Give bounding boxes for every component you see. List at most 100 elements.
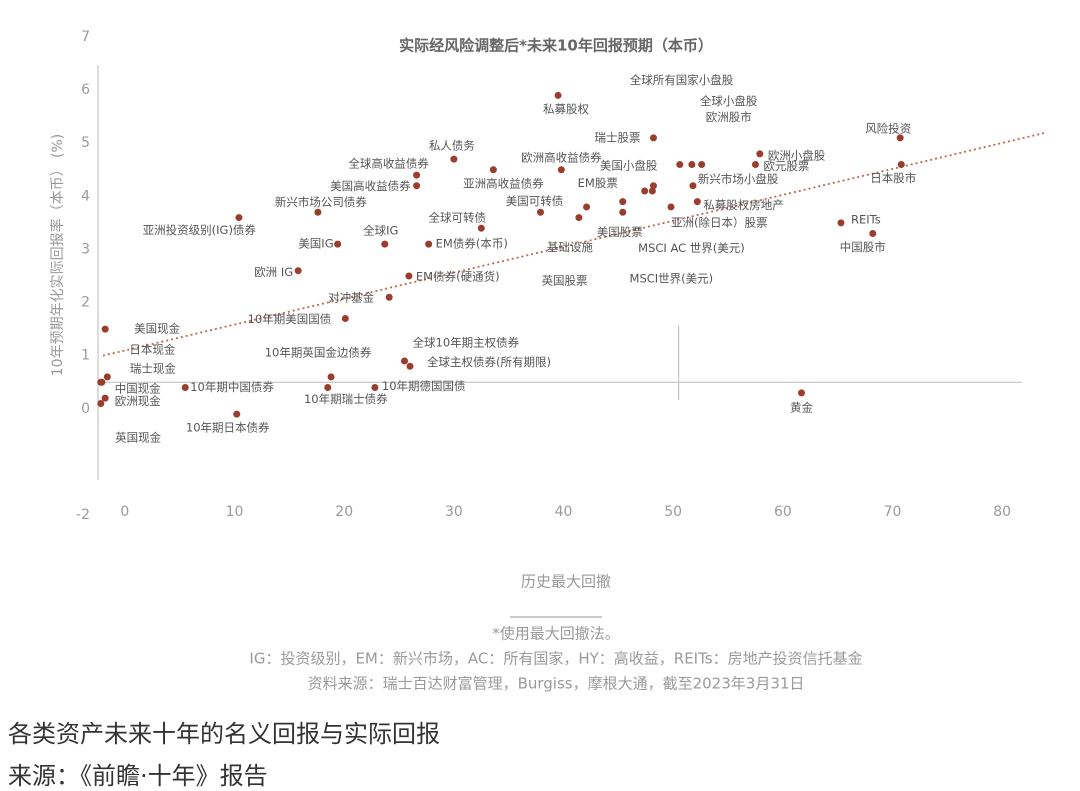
point-label: 美国可转债	[506, 194, 564, 208]
point	[101, 325, 109, 333]
point-label: 亚洲(除日本）股票	[671, 215, 768, 229]
point	[294, 267, 302, 275]
point-label: 全球所有国家小盘股	[630, 73, 734, 87]
point-label: 欧洲股市	[706, 110, 752, 124]
point-label: 欧洲 IG	[254, 265, 293, 279]
point	[557, 166, 565, 174]
point	[489, 166, 497, 174]
x-tick-label: 60	[774, 504, 792, 520]
x-tick-label: 80	[993, 504, 1011, 520]
point-label: MSCI世界(美元)	[630, 272, 714, 286]
point-label: 10年期中国债券	[190, 380, 274, 394]
point-label: 欧洲现金	[115, 394, 161, 408]
point	[698, 160, 706, 168]
point-label: 全球高收益债券	[348, 157, 429, 171]
note: IG：投资级别，EM：新兴市场，AC：所有国家，HY：高收益，REITs：房地产…	[249, 650, 862, 668]
point	[406, 362, 414, 370]
point	[371, 384, 379, 392]
caption-title: 各类资产未来十年的名义回报与实际回报	[8, 720, 440, 748]
point	[314, 208, 322, 216]
point	[619, 198, 627, 206]
point-label: REITs	[851, 212, 881, 226]
point-label: 美国现金	[134, 322, 180, 336]
point-label: EM债券(本币)	[436, 237, 508, 251]
point	[405, 272, 413, 280]
y-tick-label: -2	[76, 507, 90, 523]
x-tick-label: 40	[555, 504, 573, 520]
point	[649, 134, 657, 142]
point	[425, 240, 433, 248]
point-label: 私人债务	[429, 139, 475, 153]
y-tick-label: 4	[81, 188, 90, 204]
trendline	[102, 131, 1047, 357]
y-tick-label: 7	[81, 29, 90, 45]
point-label: 对冲基金	[328, 291, 374, 305]
point-label: 美国小盘股	[600, 159, 658, 173]
y-axis-label: 10年预期年化实际回报率（本币） (%)	[49, 134, 66, 377]
x-tick-label: 30	[445, 504, 463, 520]
point	[575, 214, 583, 222]
point	[676, 160, 684, 168]
point	[381, 240, 389, 248]
y-tick-label: 6	[81, 82, 90, 98]
point-label: 亚洲投资级别(IG)债券	[143, 223, 257, 237]
point	[648, 187, 656, 195]
point-label: 新兴市场公司债券	[275, 195, 367, 209]
x-axis-label: 历史最大回撤	[521, 573, 611, 591]
point-label: 瑞士股票	[594, 130, 640, 144]
point-label: 10年期英国金边债券	[265, 345, 372, 359]
point-label: 美国IG	[298, 237, 333, 251]
x-tick-label: 0	[120, 504, 129, 520]
y-tick-label: 5	[81, 135, 90, 151]
note: *使用最大回撤法。	[492, 625, 620, 643]
point-label: 全球可转债	[429, 211, 487, 225]
point	[688, 160, 696, 168]
point-label: 全球小盘股	[700, 94, 758, 108]
point-label: MSCI AC 世界(美元)	[638, 241, 745, 255]
point	[341, 314, 349, 322]
point	[334, 240, 342, 248]
point	[797, 389, 805, 397]
point-label: 基础设施	[547, 240, 593, 254]
point	[413, 171, 421, 179]
point	[327, 373, 335, 381]
point-label: 全球10年期主权债券	[413, 335, 520, 349]
point	[101, 394, 109, 402]
point	[756, 150, 764, 158]
x-tick-label: 70	[884, 504, 902, 520]
point-label: 风险投资	[865, 121, 911, 135]
point-label: 瑞士现金	[130, 362, 176, 376]
point-label: 10年期日本债券	[186, 421, 270, 435]
point-label: EM债券(硬通货)	[416, 270, 500, 284]
point-label: 日本股市	[870, 171, 916, 185]
y-tick-label: 1	[81, 348, 90, 364]
point-label: 新兴市场小盘股	[698, 172, 779, 186]
point-label: 中国股市	[840, 240, 886, 254]
point	[233, 410, 241, 418]
point	[649, 182, 657, 190]
point	[413, 182, 421, 190]
point	[667, 203, 675, 211]
point	[537, 208, 545, 216]
point-label: 英国现金	[115, 431, 161, 445]
point-label: 欧元股票	[763, 159, 809, 173]
point	[837, 219, 845, 227]
point	[693, 198, 701, 206]
y-tick-label: 0	[81, 401, 90, 417]
point-label: 亚洲高收益债券	[463, 176, 544, 190]
point	[103, 373, 111, 381]
x-tick-label: 50	[664, 504, 682, 520]
point-label: 私募股权房地产	[703, 198, 784, 212]
point	[751, 160, 759, 168]
point-label: 10年期德国国债	[382, 379, 466, 393]
y-tick-label: 3	[81, 241, 90, 257]
caption-source: 来源：《前瞻·十年》报告	[8, 762, 268, 790]
point	[896, 134, 904, 142]
point	[450, 155, 458, 163]
point-label: 黄金	[790, 400, 813, 414]
point-label: 10年期美国国债	[248, 312, 332, 326]
point	[385, 293, 393, 301]
x-tick-label: 20	[335, 504, 353, 520]
point-label: 全球IG	[363, 224, 398, 238]
